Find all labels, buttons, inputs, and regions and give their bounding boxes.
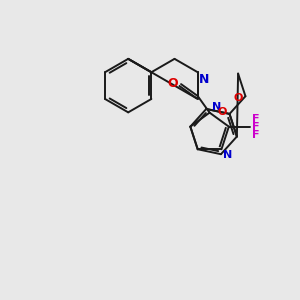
Text: N: N [212, 102, 221, 112]
Text: O: O [167, 76, 178, 90]
Text: F: F [252, 114, 260, 124]
Text: F: F [252, 122, 260, 132]
Text: O: O [217, 107, 226, 117]
Text: O: O [233, 93, 242, 103]
Text: F: F [252, 130, 260, 140]
Text: N: N [224, 150, 233, 160]
Text: N: N [199, 73, 209, 86]
